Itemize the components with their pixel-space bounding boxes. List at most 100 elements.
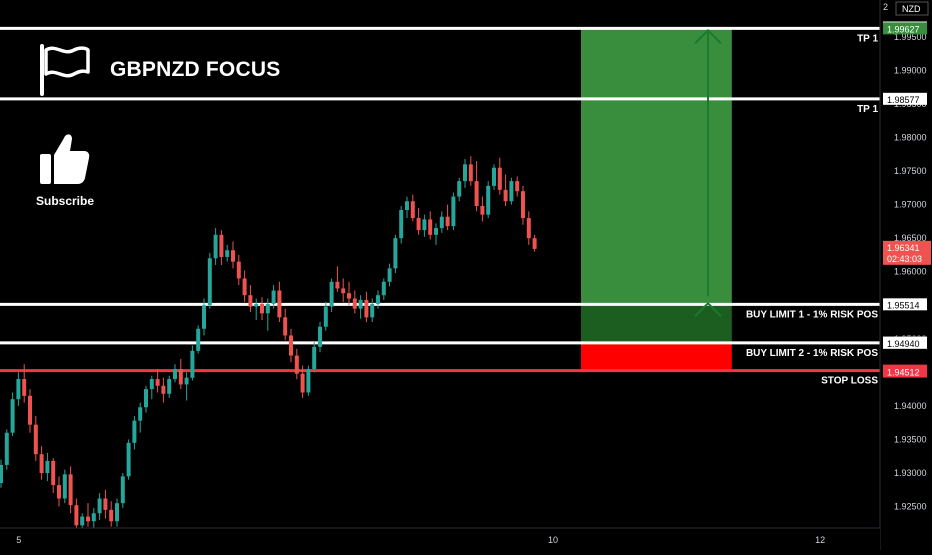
candle-body	[381, 281, 386, 296]
candle-body	[323, 306, 328, 327]
candle-body	[196, 328, 201, 351]
candle-body	[335, 281, 340, 289]
candle-body	[352, 298, 357, 309]
y-tick-label: 1.97000	[894, 200, 927, 210]
candle-body	[202, 305, 206, 329]
candle-body	[68, 474, 73, 506]
target-zone	[581, 28, 732, 305]
x-tick-label: 5	[16, 535, 21, 545]
candle-body	[33, 424, 38, 455]
candle-body	[306, 368, 311, 393]
candle-body	[149, 379, 154, 390]
candle-body	[358, 299, 363, 309]
candle-body	[347, 293, 351, 299]
price-label: 1.94940	[887, 339, 920, 349]
candle-body	[294, 355, 299, 374]
y-tick-label: 1.97500	[894, 166, 927, 176]
candle-body	[526, 218, 531, 239]
candle-body	[0, 464, 3, 484]
candle-body	[62, 474, 67, 499]
thumbs-up-icon[interactable]	[38, 130, 90, 186]
candle-body	[399, 209, 404, 239]
candle-body	[393, 238, 398, 269]
y-axis-panel	[880, 0, 932, 550]
candle-body	[242, 278, 247, 296]
entry-zone	[581, 304, 732, 343]
candle-body	[39, 454, 44, 473]
candle-body	[312, 346, 317, 369]
candle-body	[74, 505, 79, 526]
candle-body	[318, 326, 322, 347]
candle-body	[457, 181, 462, 197]
y-tick-label: 1.93500	[894, 434, 927, 444]
candle-body	[445, 216, 450, 227]
candle-body	[341, 288, 346, 294]
candle-body	[271, 290, 276, 304]
price-label-bg	[883, 298, 927, 311]
candle-body	[86, 516, 90, 522]
price-label: 1.94512	[887, 368, 920, 378]
candle-body	[492, 167, 496, 186]
candle-body	[463, 164, 467, 182]
candle-body	[22, 379, 27, 396]
candle-body	[486, 185, 491, 215]
candle-body	[120, 476, 125, 504]
candle-body	[225, 250, 230, 257]
candle-body	[138, 407, 143, 421]
currency-box	[895, 1, 929, 16]
candle-body	[387, 268, 392, 282]
chart-title: GBPNZD FOCUS	[110, 58, 281, 81]
candle-body	[277, 290, 282, 318]
countdown: 02:43:03	[887, 254, 922, 264]
candle-body	[422, 219, 427, 231]
candle-body	[497, 167, 502, 190]
target-arrow-head	[694, 28, 722, 45]
candle-body	[144, 389, 148, 408]
candle-body	[329, 281, 334, 307]
y-tick-label: 1.96500	[894, 233, 927, 243]
candle-body	[103, 498, 108, 510]
candle-body	[468, 164, 473, 182]
candle-body	[521, 191, 525, 219]
candle-body	[248, 295, 253, 307]
risk-zone	[581, 342, 732, 371]
level-label: BUY LIMIT 1 - 1% RISK POS	[746, 309, 878, 320]
candle-body	[532, 238, 537, 249]
candle-body	[45, 460, 50, 473]
candle-body	[132, 420, 137, 443]
candle-body	[300, 373, 305, 393]
candle-body	[178, 368, 183, 385]
candle-body	[236, 261, 241, 279]
level-label: BUY LIMIT 2 - 1% RISK POS	[746, 348, 878, 359]
candle-body	[219, 234, 224, 257]
x-tick-label: 10	[548, 535, 558, 545]
y-tick-label: 1.92500	[894, 502, 927, 512]
candle-body	[28, 395, 32, 425]
candle-body	[109, 509, 114, 522]
price-label-bg	[883, 92, 927, 105]
candle-body	[364, 299, 369, 318]
candle-body	[231, 250, 235, 262]
price-label-bg	[883, 22, 927, 35]
candle-body	[289, 335, 293, 356]
y-tick-label: 1.94000	[894, 401, 927, 411]
candle-body	[51, 460, 56, 486]
x-axis-panel	[0, 528, 880, 550]
candle-body	[451, 196, 456, 227]
candle-body	[254, 303, 259, 307]
candle-body	[428, 219, 433, 235]
candle-body	[509, 181, 514, 202]
candle-body	[434, 228, 438, 235]
candle-body	[155, 379, 160, 386]
current-price-bg	[883, 240, 931, 265]
candle-body	[480, 205, 485, 215]
subscribe-label[interactable]: Subscribe	[36, 194, 95, 208]
current-price: 1.96341	[887, 243, 920, 253]
candle-body	[91, 513, 96, 522]
candle-body	[213, 234, 218, 259]
candle-body	[283, 317, 288, 336]
candle-body	[10, 399, 15, 433]
candle-body	[515, 181, 520, 192]
